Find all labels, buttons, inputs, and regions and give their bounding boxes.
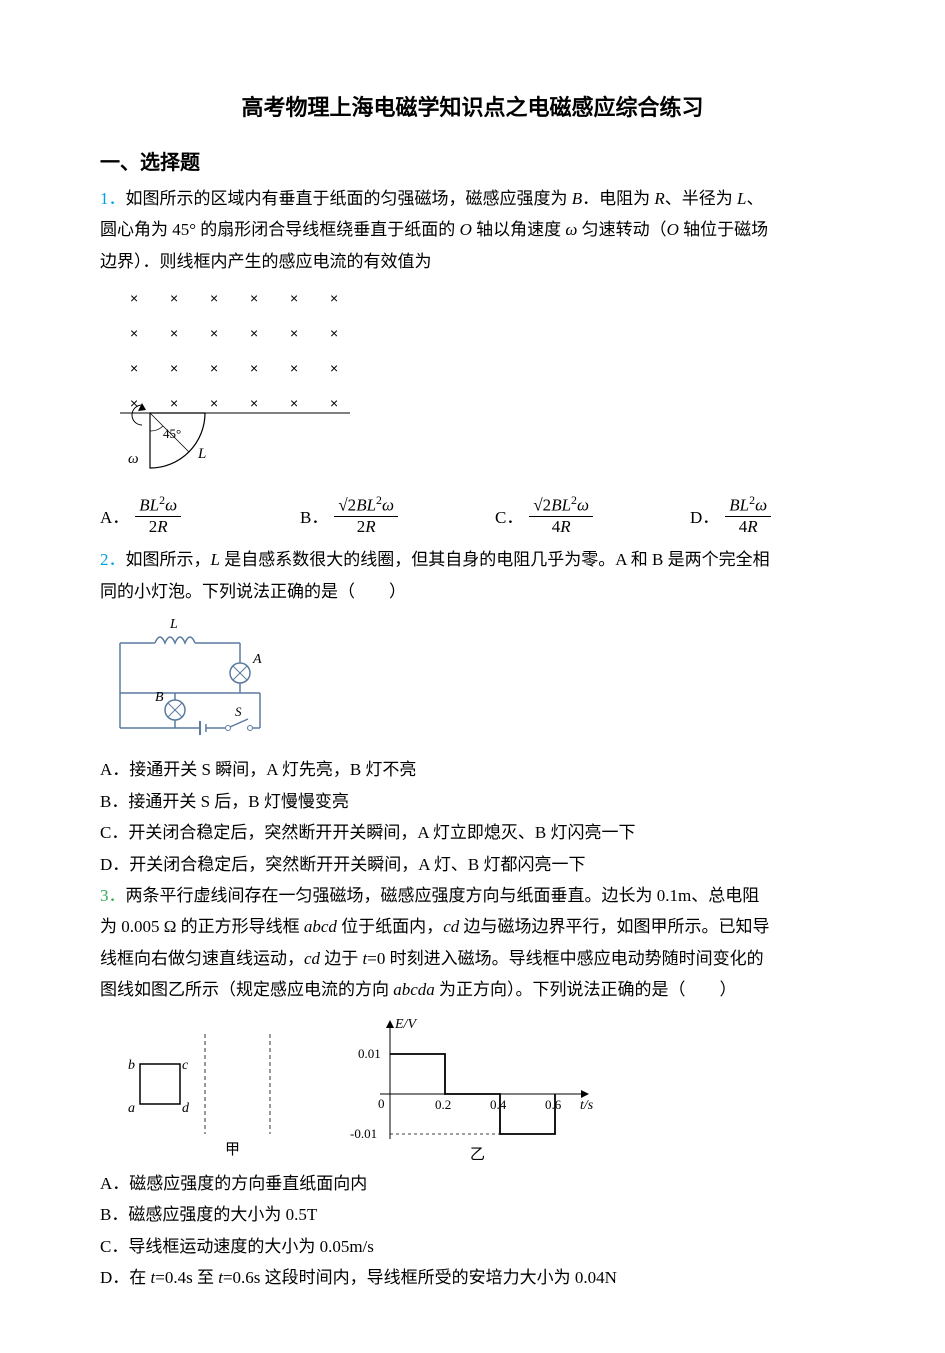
svg-text:×: × — [250, 395, 258, 411]
svg-text:×: × — [330, 395, 338, 411]
q2-number: 2． — [100, 550, 126, 569]
q1-opt-d-label: D． — [690, 503, 719, 528]
q3-opt-c: C．导线框运动速度的大小为 0.05m/s — [100, 1231, 845, 1262]
question-1: 1．如图所示的区域内有垂直于纸面的匀强磁场，磁感应强度为 B．电阻为 R、半径为… — [100, 183, 845, 277]
svg-text:d: d — [182, 1101, 190, 1116]
q1-options: A． BL2ω2R B． √2BL2ω2R C． √2BL2ω4R D． BL2… — [100, 494, 845, 538]
q3-opt-a: A．磁感应强度的方向垂直纸面向内 — [100, 1168, 845, 1199]
svg-text:×: × — [210, 395, 218, 411]
q3-figure-left: b c a d 甲 — [120, 1024, 290, 1164]
q2-fig-B: B — [155, 690, 164, 705]
q1-text: 如图所示的区域内有垂直于纸面的匀强磁场，磁感应强度为 B．电阻为 R、半径为 L… — [100, 189, 768, 271]
question-2: 2．如图所示，L 是自感系数很大的线圈，但其自身的电阻几乎为零。A 和 B 是两… — [100, 544, 845, 607]
svg-text:×: × — [210, 290, 218, 306]
q3-opt-b: B．磁感应强度的大小为 0.5T — [100, 1199, 845, 1230]
svg-text:乙: 乙 — [470, 1147, 485, 1163]
svg-text:×: × — [130, 360, 138, 376]
q1-opt-a-label: A． — [100, 503, 129, 528]
q3-text: 两条平行虚线间存在一匀强磁场，磁感应强度方向与纸面垂直。边长为 0.1m、总电阻… — [100, 886, 769, 999]
svg-text:0.4: 0.4 — [490, 1097, 507, 1112]
q2-opt-d: D．开关闭合稳定后，突然断开开关瞬间，A 灯、B 灯都闪亮一下 — [100, 849, 845, 880]
page-title: 高考物理上海电磁学知识点之电磁感应综合练习 — [100, 90, 845, 122]
q1-fig-45: 45° — [163, 426, 181, 441]
svg-text:×: × — [250, 360, 258, 376]
svg-text:0: 0 — [378, 1096, 385, 1111]
svg-text:b: b — [128, 1058, 135, 1073]
svg-text:×: × — [170, 290, 178, 306]
question-3: 3．两条平行虚线间存在一匀强磁场，磁感应强度方向与纸面垂直。边长为 0.1m、总… — [100, 880, 845, 1006]
q3-opt-d: D．在 t=0.4s 至 t=0.6s 这段时间内，导线框所受的安培力大小为 0… — [100, 1262, 845, 1293]
svg-text:0.2: 0.2 — [435, 1097, 451, 1112]
svg-text:t/s: t/s — [580, 1098, 594, 1113]
svg-text:0.01: 0.01 — [358, 1046, 381, 1061]
q1-fig-omega: ω — [128, 451, 139, 467]
svg-text:×: × — [330, 290, 338, 306]
svg-text:×: × — [170, 325, 178, 341]
svg-text:×: × — [330, 360, 338, 376]
svg-text:E/V: E/V — [394, 1017, 417, 1032]
q2-opt-c: C．开关闭合稳定后，突然断开开关瞬间，A 灯立即熄灭、B 灯闪亮一下 — [100, 817, 845, 848]
q1-opt-b-label: B． — [300, 503, 328, 528]
svg-text:×: × — [130, 290, 138, 306]
svg-text:×: × — [210, 325, 218, 341]
svg-text:×: × — [210, 360, 218, 376]
q2-fig-S: S — [235, 704, 242, 719]
q1-fig-L: L — [197, 446, 206, 462]
svg-text:×: × — [170, 360, 178, 376]
section-header: 一、选择题 — [100, 146, 845, 175]
svg-text:×: × — [290, 395, 298, 411]
svg-text:×: × — [250, 290, 258, 306]
svg-text:c: c — [182, 1058, 189, 1073]
q1-number: 1． — [100, 189, 126, 208]
svg-text:×: × — [130, 325, 138, 341]
svg-text:a: a — [128, 1101, 135, 1116]
svg-text:0.6: 0.6 — [545, 1097, 562, 1112]
q3-number: 3． — [100, 886, 126, 905]
q3-figure: b c a d 甲 E/V t/s 0.01 0 -0.01 0.2 0.4 0… — [120, 1014, 845, 1164]
q1-opt-c-label: C． — [495, 503, 523, 528]
svg-text:×: × — [290, 360, 298, 376]
q2-fig-L: L — [169, 617, 178, 632]
q1-figure: ×××××× ×××××× ×××××× ×××××× 45° L ω — [100, 283, 845, 488]
svg-text:×: × — [170, 395, 178, 411]
q3-figure-right: E/V t/s 0.01 0 -0.01 0.2 0.4 0.6 乙 — [340, 1014, 600, 1164]
q2-opt-a: A．接通开关 S 瞬间，A 灯先亮，B 灯不亮 — [100, 754, 845, 785]
svg-text:甲: 甲 — [225, 1142, 240, 1158]
svg-text:×: × — [290, 290, 298, 306]
svg-text:-0.01: -0.01 — [350, 1126, 377, 1141]
q2-figure: L A B — [100, 613, 845, 748]
q2-text: 如图所示，L 是自感系数很大的线圈，但其自身的电阻几乎为零。A 和 B 是两个完… — [100, 550, 770, 600]
svg-text:×: × — [250, 325, 258, 341]
svg-text:×: × — [330, 325, 338, 341]
svg-text:×: × — [290, 325, 298, 341]
q2-fig-A: A — [252, 652, 262, 667]
q2-opt-b: B．接通开关 S 后，B 灯慢慢变亮 — [100, 786, 845, 817]
